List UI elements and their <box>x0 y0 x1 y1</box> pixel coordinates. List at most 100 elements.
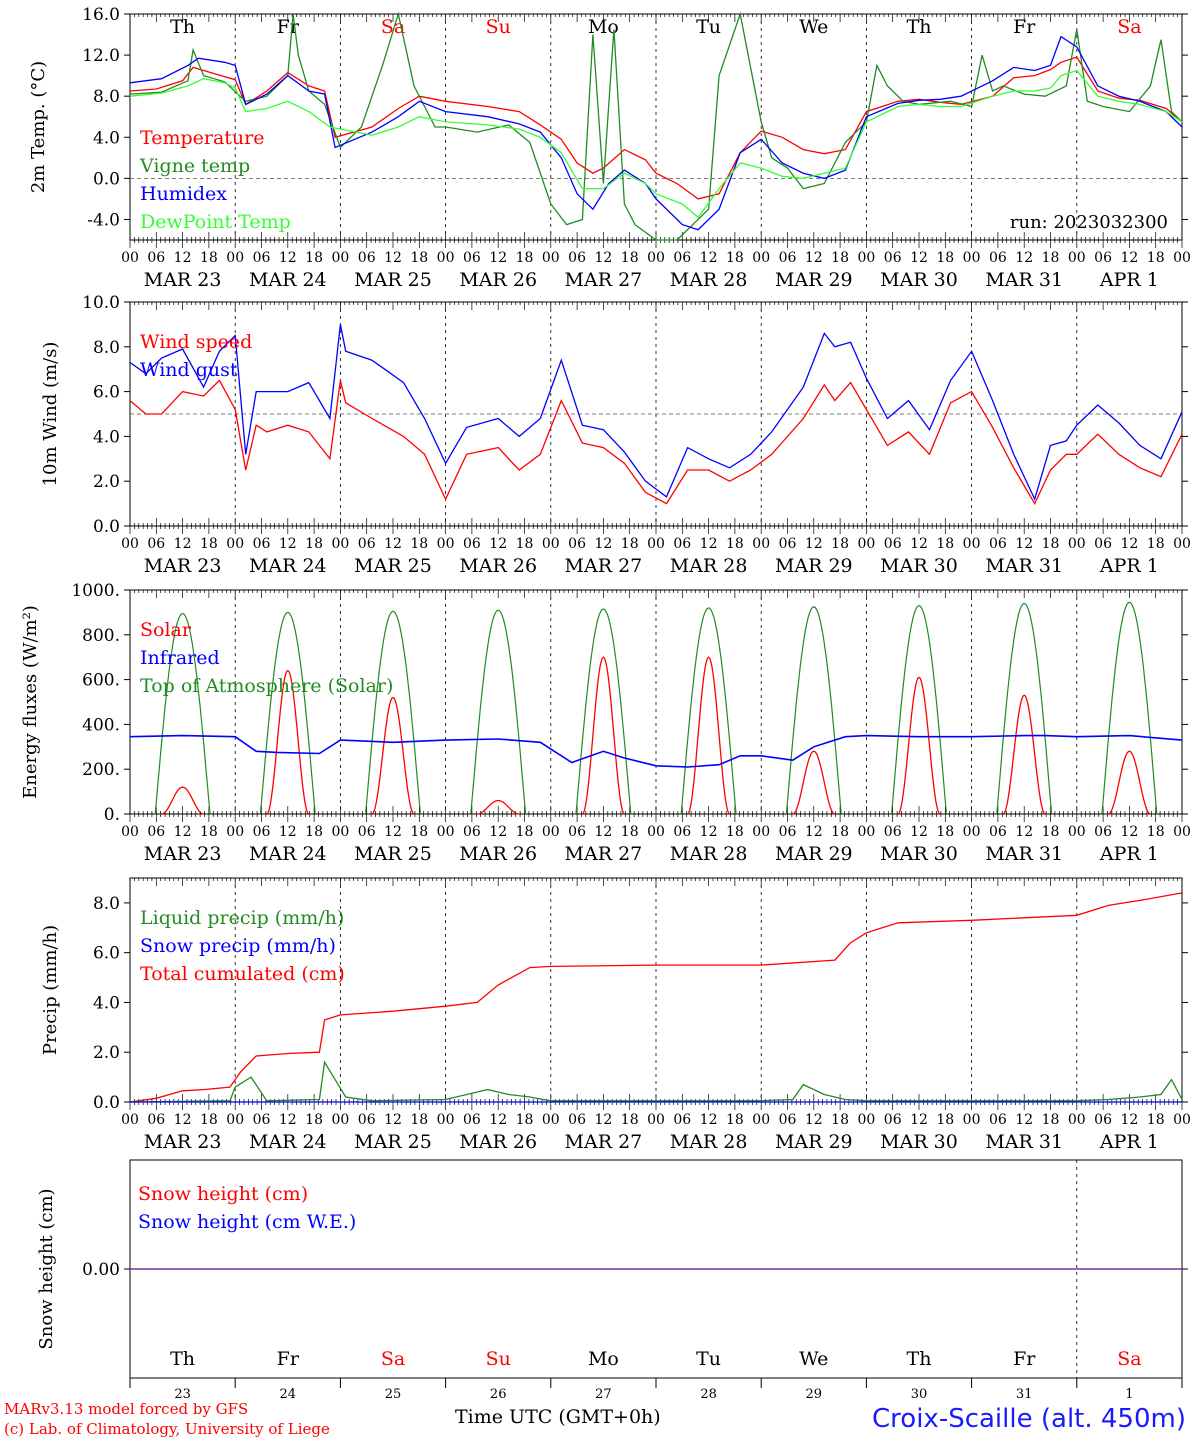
date-label: MAR 28 <box>670 843 748 865</box>
day-number-label: 1 <box>1125 1387 1133 1402</box>
hour-label: 12 <box>1120 536 1138 552</box>
hour-label: 06 <box>568 824 586 840</box>
hour-label: 06 <box>358 1112 376 1128</box>
date-label: MAR 26 <box>459 555 537 577</box>
hour-label: 12 <box>489 824 507 840</box>
hour-label: 00 <box>963 536 981 552</box>
y-tick-label: 6.0 <box>93 383 120 403</box>
hour-label: 12 <box>805 1112 823 1128</box>
hour-label: 12 <box>1120 824 1138 840</box>
solar-curve <box>687 656 731 815</box>
hour-label: 00 <box>542 250 560 266</box>
run-label: run: 2023032300 <box>1010 212 1168 233</box>
hour-label: 18 <box>1147 1112 1165 1128</box>
hour-label: 06 <box>463 536 481 552</box>
hour-label: 12 <box>1015 824 1033 840</box>
date-label: MAR 24 <box>249 1131 327 1153</box>
day-number-label: 29 <box>806 1387 823 1402</box>
weekday-label: Fr <box>277 1348 300 1370</box>
hour-label: 18 <box>621 1112 639 1128</box>
hour-label: 18 <box>726 536 744 552</box>
hour-label: 00 <box>1173 824 1191 840</box>
weekday-label: Fr <box>1013 16 1036 38</box>
legend-entry: Snow height (cm) <box>138 1183 308 1205</box>
hour-label: 18 <box>305 824 323 840</box>
date-label: MAR 28 <box>670 555 748 577</box>
hour-label: 18 <box>1147 824 1165 840</box>
hour-label: 12 <box>174 824 192 840</box>
hour-label: 18 <box>1147 536 1165 552</box>
hour-label: 18 <box>1042 250 1060 266</box>
hour-label: 06 <box>147 824 165 840</box>
date-label: MAR 25 <box>354 1131 432 1153</box>
toa-solar-curve <box>785 606 842 815</box>
hour-label: 12 <box>1120 1112 1138 1128</box>
hour-label: 18 <box>831 250 849 266</box>
hour-label: 06 <box>358 824 376 840</box>
hour-label: 00 <box>857 250 875 266</box>
y-tick-label: 0.0 <box>93 517 120 537</box>
hour-label: 00 <box>121 1112 139 1128</box>
hour-label: 00 <box>437 250 455 266</box>
hour-label: 18 <box>516 824 534 840</box>
date-label: MAR 23 <box>144 269 222 291</box>
toa-solar-curve <box>259 611 316 815</box>
series-line-dewpoint-temp <box>129 69 1183 219</box>
weekday-label: Fr <box>1013 1348 1036 1370</box>
hour-label: 18 <box>200 824 218 840</box>
y-tick-label: 0.0 <box>93 1093 120 1113</box>
hour-label: 06 <box>989 250 1007 266</box>
y-tick-label: 1000. <box>71 581 120 601</box>
weekday-label: Th <box>170 16 195 38</box>
legend-entry: Snow height (cm W.E.) <box>138 1211 356 1233</box>
hour-label: 18 <box>305 536 323 552</box>
series-line-wind-speed <box>129 379 1183 505</box>
date-label: MAR 26 <box>459 1131 537 1153</box>
date-label: MAR 27 <box>565 269 643 291</box>
date-label: APR 1 <box>1099 269 1159 291</box>
legend-entry: Snow precip (mm/h) <box>140 935 336 957</box>
hour-label: 00 <box>331 1112 349 1128</box>
weekday-label: Sa <box>381 16 405 38</box>
hour-label: 12 <box>1015 1112 1033 1128</box>
hour-label: 06 <box>779 824 797 840</box>
hour-label: 12 <box>594 824 612 840</box>
date-label: MAR 29 <box>775 555 853 577</box>
hour-label: 00 <box>1068 824 1086 840</box>
legend-entry: Vigne temp <box>139 155 250 177</box>
hour-label: 12 <box>700 536 718 552</box>
hour-label: 18 <box>621 250 639 266</box>
y-tick-label: 600. <box>82 671 120 691</box>
hour-label: 06 <box>253 824 271 840</box>
solar-curve <box>792 750 836 815</box>
y-tick-label: -4.0 <box>87 210 120 230</box>
legend-entry: Wind speed <box>140 331 252 353</box>
hour-label: 18 <box>831 824 849 840</box>
solar-curve <box>266 669 310 815</box>
day-number-label: 30 <box>911 1387 928 1402</box>
hour-label: 06 <box>989 1112 1007 1128</box>
hour-label: 12 <box>489 250 507 266</box>
hour-label: 06 <box>568 1112 586 1128</box>
y-tick-label: 12.0 <box>82 46 120 66</box>
hour-label: 06 <box>989 824 1007 840</box>
hour-label: 18 <box>200 250 218 266</box>
panel-1: -4.0 0.0 4.0 8.0 12.0 16.0 2m Temp. (°C) 00 06 12… <box>28 5 1191 291</box>
hour-label: 00 <box>647 250 665 266</box>
y-tick-label: 8.0 <box>93 338 120 358</box>
hour-label: 18 <box>516 250 534 266</box>
lab-credit: (c) Lab. of Climatology, University of L… <box>4 1420 330 1438</box>
hour-label: 00 <box>1173 1112 1191 1128</box>
hour-label: 12 <box>1120 250 1138 266</box>
hour-label: 06 <box>673 250 691 266</box>
hour-label: 00 <box>437 1112 455 1128</box>
hour-label: 06 <box>147 250 165 266</box>
hour-label: 06 <box>358 536 376 552</box>
hour-label: 18 <box>726 824 744 840</box>
hour-label: 00 <box>437 536 455 552</box>
date-label: MAR 29 <box>775 1131 853 1153</box>
hour-label: 00 <box>542 1112 560 1128</box>
hour-label: 06 <box>989 536 1007 552</box>
hour-label: 06 <box>253 536 271 552</box>
toa-solar-curve <box>575 608 632 815</box>
